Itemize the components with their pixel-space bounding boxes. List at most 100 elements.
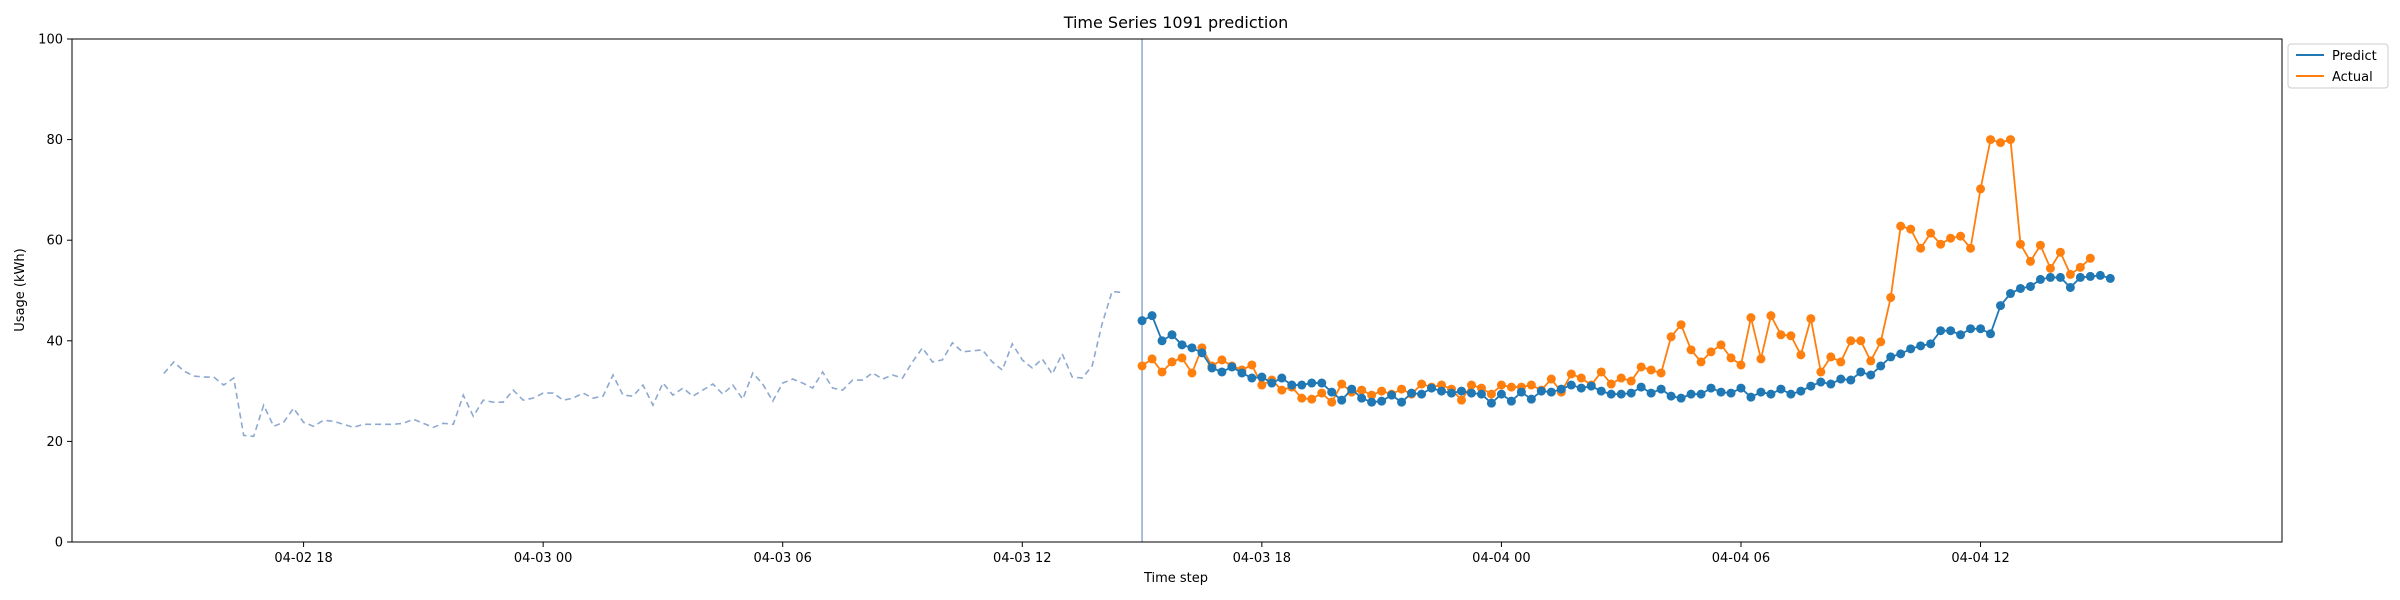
predict-point — [2055, 272, 2065, 282]
y-axis-label: Usage (kWh) — [13, 248, 28, 331]
predict-point — [1616, 389, 1626, 399]
predict-point — [1437, 386, 1447, 396]
actual-point — [1896, 221, 1906, 231]
predict-point — [1696, 389, 1706, 399]
predict-point — [1147, 311, 1157, 321]
y-axis: 0 20 40 60 80 100 — [38, 33, 72, 551]
actual-point — [1966, 243, 1976, 253]
x-axis-label: Time step — [1143, 571, 1208, 586]
actual-point — [2005, 135, 2015, 145]
predict-point — [1736, 383, 1746, 393]
predict-point — [1676, 393, 1686, 403]
predict-point — [1726, 388, 1736, 398]
actual-point — [1856, 336, 1866, 346]
predict-point — [1886, 352, 1896, 362]
predict-point — [1456, 386, 1466, 396]
actual-point — [1986, 135, 1996, 145]
actual-point — [1936, 239, 1946, 249]
actual-point — [1696, 357, 1706, 367]
actual-point — [1277, 385, 1287, 395]
predict-point — [1606, 389, 1616, 399]
actual-point — [2015, 239, 2025, 249]
predict-point — [1357, 393, 1367, 403]
history-line — [163, 290, 1123, 438]
actual-point — [1456, 395, 1466, 405]
predict-point — [1307, 378, 1317, 388]
predict-point — [1197, 348, 1207, 358]
actual-point — [1656, 368, 1666, 378]
actual-point — [1786, 331, 1796, 341]
actual-point — [1926, 228, 1936, 238]
predict-point — [1516, 387, 1526, 397]
predict-point — [2025, 281, 2035, 291]
legend-predict-label: Predict — [2332, 49, 2377, 64]
legend-actual-label: Actual — [2332, 70, 2373, 85]
actual-point — [1576, 373, 1586, 383]
actual-point — [1996, 138, 2006, 148]
actual-point — [1506, 382, 1516, 392]
actual-point — [1167, 357, 1177, 367]
predict-point — [1506, 396, 1516, 406]
predict-point — [1646, 388, 1656, 398]
predict-point — [1466, 388, 1476, 398]
actual-point — [1317, 388, 1327, 398]
actual-point — [1367, 390, 1377, 400]
predict-point — [1367, 397, 1377, 407]
actual-point — [1976, 184, 1986, 194]
predict-point — [2095, 270, 2105, 280]
predict-point — [1287, 380, 1297, 390]
actual-point — [1956, 231, 1966, 241]
predict-point — [1227, 362, 1237, 372]
predict-point — [1926, 339, 1936, 349]
actual-point — [1836, 357, 1846, 367]
predict-point — [1906, 344, 1916, 354]
actual-point — [1177, 353, 1187, 363]
predict-point — [1327, 387, 1337, 397]
predict-point — [1397, 397, 1407, 407]
predict-point — [1836, 374, 1846, 384]
predict-point — [1826, 379, 1836, 389]
predict-point — [1407, 388, 1417, 398]
predict-point — [2035, 274, 2045, 284]
y-tick-label: 100 — [38, 33, 63, 48]
predict-point — [1427, 383, 1437, 393]
plot-area — [163, 39, 2115, 542]
predict-point — [1486, 398, 1496, 408]
actual-point — [1666, 332, 1676, 342]
predict-point — [1447, 388, 1456, 398]
actual-point — [1307, 394, 1317, 404]
predict-point — [1856, 367, 1866, 377]
predict-point — [1686, 389, 1696, 399]
actual-point — [1686, 345, 1696, 355]
actual-point — [1816, 367, 1826, 377]
predict-point — [1756, 387, 1766, 397]
actual-point — [1187, 368, 1197, 378]
actual-point — [1496, 380, 1506, 390]
plot-frame — [71, 38, 2283, 543]
predict-point — [1626, 388, 1636, 398]
predict-point — [1656, 384, 1666, 394]
predict-point — [2045, 272, 2055, 282]
actual-point — [1796, 350, 1806, 360]
x-tick-label: 04-03 18 — [1233, 551, 1291, 566]
y-tick-label: 0 — [55, 536, 63, 551]
actual-point — [1866, 356, 1876, 366]
actual-point — [1676, 320, 1686, 330]
predict-point — [1946, 326, 1956, 336]
actual-point — [1357, 385, 1367, 395]
chart-title: Time Series 1091 prediction — [1063, 13, 1289, 32]
actual-point — [1147, 354, 1157, 364]
predict-point — [1347, 384, 1357, 394]
predict-point — [1896, 349, 1906, 359]
actual-point — [1217, 355, 1227, 365]
predict-point — [1337, 395, 1347, 405]
actual-point — [1626, 376, 1636, 386]
predict-point — [1217, 367, 1227, 377]
predict-point — [1746, 392, 1756, 402]
x-tick-label: 04-02 18 — [274, 551, 332, 566]
predict-point — [1976, 324, 1986, 334]
predict-point — [2015, 283, 2025, 293]
predict-point — [1157, 336, 1167, 346]
x-tick-label: 04-04 06 — [1712, 551, 1770, 566]
legend: Predict Actual — [2287, 43, 2389, 89]
